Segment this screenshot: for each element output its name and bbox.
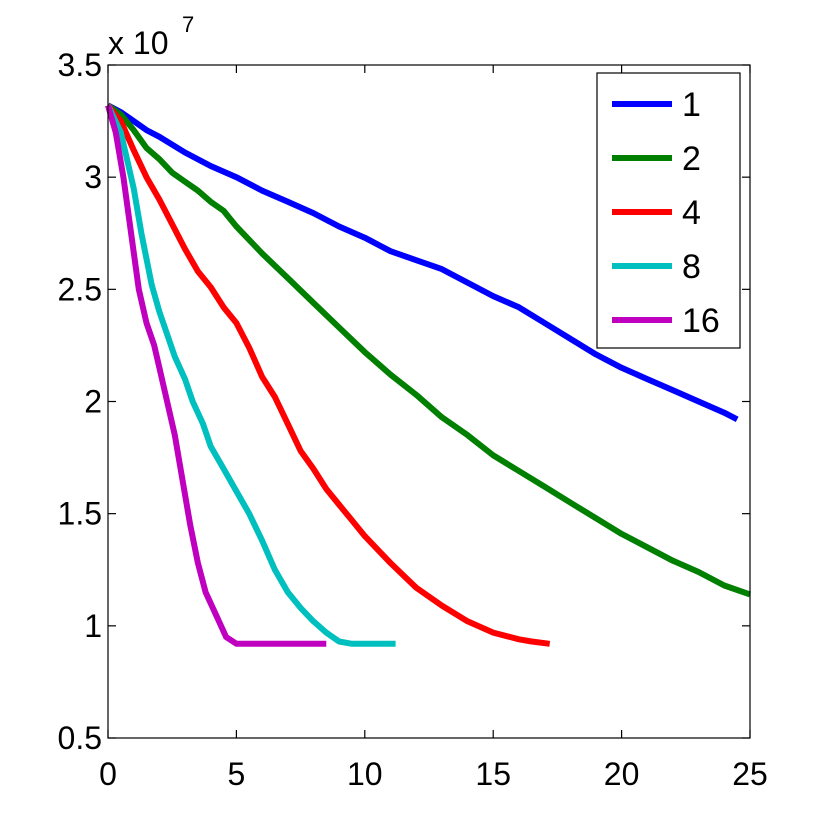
x-tick-label: 0 (99, 756, 117, 792)
y-tick-label: 2.5 (58, 271, 102, 307)
x-tick-label: 20 (604, 756, 640, 792)
y-tick-label: 2 (84, 384, 102, 420)
y-tick-label: 1 (84, 608, 102, 644)
x-tick-label: 25 (732, 756, 768, 792)
legend-item-16: 16 (612, 302, 720, 340)
y-tick-label: 3 (84, 159, 102, 195)
ticks-layer: 0 5 10 15 20 25 0.5 1 1.5 2 2.5 3 3.5 (58, 47, 768, 792)
y-multiplier-base: x 10 (108, 25, 168, 61)
legend-item-4: 4 (612, 194, 701, 232)
series-line-8 (105, 104, 396, 647)
y-tick-label: 3.5 (58, 47, 102, 83)
legend-label: 8 (682, 248, 701, 286)
series-line-16 (105, 104, 327, 647)
series-line-2 (106, 102, 751, 598)
x-tick-label: 10 (347, 756, 383, 792)
legend-item-8: 8 (612, 248, 701, 286)
y-tick-label: 0.5 (58, 720, 102, 756)
legend-item-1: 1 (612, 86, 701, 124)
y-multiplier-exponent: 7 (182, 12, 194, 37)
legend-label: 4 (682, 194, 701, 232)
plot-frame (107, 64, 751, 739)
series-line-1 (106, 102, 739, 423)
legend-label: 1 (682, 86, 701, 124)
x-tick-label: 15 (475, 756, 511, 792)
legend-label: 2 (682, 140, 701, 178)
legend-item-2: 2 (612, 140, 701, 178)
legend: 1 2 4 8 16 (596, 72, 741, 349)
series-line-4 (105, 103, 551, 647)
x-tick-label: 5 (228, 756, 246, 792)
y-tick-label: 1.5 (58, 496, 102, 532)
legend-label: 16 (682, 302, 720, 340)
series-layer (105, 102, 751, 647)
